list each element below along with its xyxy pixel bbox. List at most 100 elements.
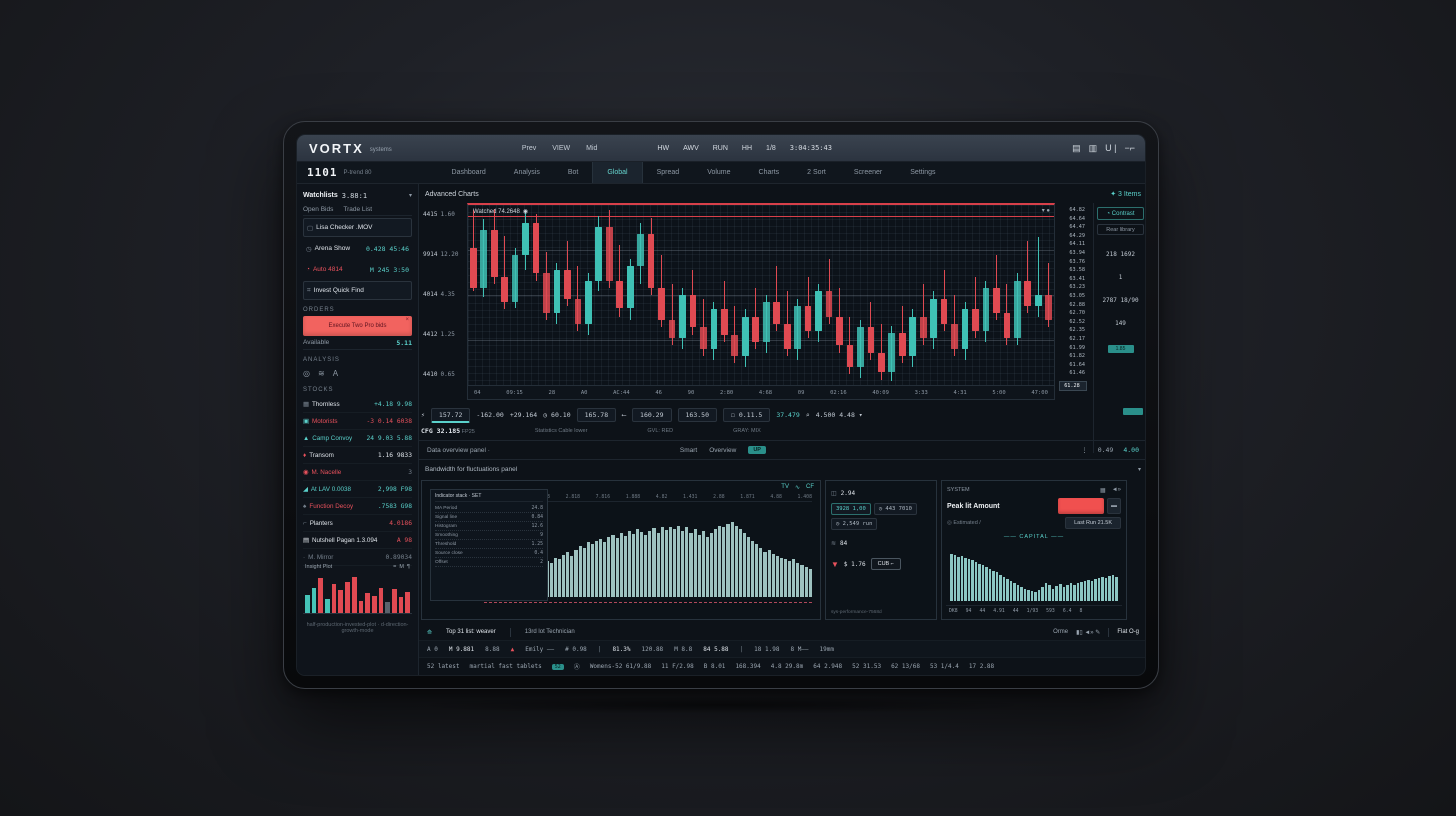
detail-chip[interactable]: 52 bbox=[551, 663, 564, 670]
volume-profile-chart[interactable] bbox=[484, 503, 812, 597]
toolbar-button[interactable]: +29.164 bbox=[509, 411, 538, 419]
detail-chip[interactable]: Womens-52 61/9.88 bbox=[589, 663, 652, 670]
nav-tab[interactable]: Dashboard bbox=[451, 169, 486, 176]
funnel-icon[interactable]: ▼ bbox=[831, 559, 839, 569]
toolbar-button[interactable]: 157.72 bbox=[430, 407, 471, 423]
stat-chip[interactable]: Emily —— bbox=[525, 645, 555, 653]
top-right-item[interactable]: 1/8 bbox=[766, 144, 776, 152]
stock-row[interactable]: ⌐ Planters 4.0186 bbox=[303, 515, 412, 532]
system-tool-icon[interactable]: ▦ bbox=[1100, 487, 1106, 494]
contrast-button[interactable]: ◔ Contrast bbox=[1097, 207, 1144, 220]
last-run-button[interactable]: Last Run 21.5K bbox=[1065, 517, 1121, 529]
spark-icon[interactable]: ⟰ bbox=[427, 629, 433, 636]
candlestick-panel[interactable]: Watched 74.2648 ◉ ▾ ● 04 09:15 28 A0 AC:44 46… bbox=[467, 203, 1055, 400]
toolbar-button[interactable]: 163.50 bbox=[677, 408, 717, 422]
stock-row[interactable]: ▲ Camp Convoy 24 9.03 5.88 bbox=[303, 430, 412, 447]
toolbar-button[interactable]: 37.479 bbox=[776, 411, 800, 419]
watchlist-tab[interactable]: Open Bids bbox=[303, 205, 334, 213]
top-menu-item[interactable]: VIEW bbox=[552, 144, 571, 152]
bottom-title-1[interactable]: Top 31 list: weaver bbox=[446, 629, 496, 635]
stat-chip[interactable]: M 9.881 bbox=[448, 645, 475, 653]
indicator-legend-box[interactable]: Indicator stack · SET MA Period 24.8 Si bbox=[430, 489, 548, 601]
top-right-item[interactable]: AWV bbox=[683, 144, 699, 152]
watch-row[interactable]: ⌗ Invest Quick Find bbox=[303, 281, 412, 300]
analysis-tool-icon[interactable]: ≋ bbox=[317, 368, 325, 378]
candlestick-plot[interactable] bbox=[468, 205, 1054, 385]
stat-chip[interactable]: A 0 bbox=[427, 645, 438, 653]
stock-row[interactable]: ♠ Function Decoy .7583 G98 bbox=[303, 498, 412, 515]
system-tool-icon[interactable]: ◄» bbox=[1111, 486, 1121, 493]
user-icon[interactable]: U | bbox=[1105, 142, 1117, 153]
nav-tab[interactable]: Settings bbox=[910, 169, 936, 176]
stat-chip[interactable]: # 0.98 bbox=[565, 645, 587, 653]
kebab-icon[interactable]: ⋮ bbox=[1081, 447, 1088, 454]
panel-tool-icon[interactable]: ∿ bbox=[794, 485, 800, 491]
detail-chip[interactable]: 52 latest bbox=[427, 663, 460, 670]
mid-button-2[interactable]: ◷ 443 7010 bbox=[873, 503, 917, 515]
detail-chip[interactable]: 168.394 bbox=[735, 663, 761, 670]
stat-chip[interactable]: | bbox=[597, 645, 602, 653]
collapse-button[interactable]: ▬ bbox=[1107, 498, 1121, 514]
toolbar-button[interactable]: ⟵ bbox=[622, 411, 627, 419]
status-overview[interactable]: Overview bbox=[709, 446, 737, 454]
nav-tab[interactable]: Volume bbox=[707, 169, 731, 176]
stat-chip[interactable]: 18 1.98 bbox=[754, 645, 780, 653]
chevron-down-icon[interactable]: ▾ bbox=[408, 193, 412, 199]
top-menu-item[interactable]: Prev bbox=[521, 144, 537, 152]
eye-icon[interactable]: ◉ bbox=[522, 209, 529, 215]
detail-chip[interactable]: B 8.01 bbox=[703, 663, 726, 670]
nav-tab[interactable]: Screener bbox=[853, 169, 883, 176]
analysis-tool-icon[interactable]: А bbox=[332, 368, 339, 378]
detail-chip[interactable]: 53 1/4.4 bbox=[929, 663, 959, 670]
toolbar-button[interactable]: ⚡ bbox=[421, 411, 425, 419]
stat-chip[interactable]: 8.88 bbox=[485, 645, 500, 653]
minimize-icon[interactable]: −⌐ bbox=[1124, 142, 1135, 153]
columns-icon[interactable]: ▥ bbox=[1088, 142, 1098, 153]
top-right-item[interactable]: HH bbox=[741, 144, 753, 152]
watchlist-tab[interactable]: Trade List bbox=[343, 205, 373, 213]
panel-tool-icon[interactable]: TV bbox=[781, 484, 789, 490]
detail-chip[interactable]: 4.8 29.8m bbox=[770, 663, 804, 670]
toolbar-button[interactable]: ◷ 60.10 bbox=[543, 411, 571, 419]
toolbar-teal-badge[interactable] bbox=[1123, 408, 1143, 415]
stock-row[interactable]: ▣ Motorists -3 0.14 6038 bbox=[303, 413, 412, 430]
nav-tab[interactable]: Spread bbox=[656, 169, 680, 176]
analysis-tool-icon[interactable]: ◎ bbox=[303, 368, 310, 378]
mid-button-1[interactable]: 3928 1,00 bbox=[831, 503, 871, 515]
status-smart[interactable]: Smart bbox=[679, 446, 698, 454]
nav-tab[interactable]: Bot bbox=[567, 169, 579, 176]
top-right-item[interactable]: HW bbox=[657, 144, 670, 152]
nav-tab[interactable]: 2 Sort bbox=[807, 169, 826, 176]
fluctuation-panel[interactable]: TV∿CF 1.0034.888082.8187.8161.8884.821.4… bbox=[421, 480, 821, 620]
mid-button-3[interactable]: ◷ 2,549 run bbox=[831, 518, 878, 530]
stat-chip[interactable]: 8 M—— bbox=[790, 645, 809, 653]
bottom-title-2[interactable]: 13rd lot Technician bbox=[524, 629, 575, 635]
mixer-icons[interactable]: ▮▯ ◄» ✎ bbox=[1076, 629, 1101, 636]
toolbar-button[interactable]: ⌕ bbox=[805, 411, 810, 419]
stock-row[interactable]: ▦ Thornless +4.18 9.98 bbox=[303, 396, 412, 413]
detail-chip[interactable]: 64 2.948 bbox=[813, 663, 843, 670]
cub-button[interactable]: CUB ⌐ bbox=[870, 558, 901, 570]
stat-chip[interactable]: ▲ bbox=[510, 645, 515, 653]
watch-row[interactable]: ◷ Arena Show 0.428 45:46 bbox=[303, 239, 412, 258]
toolbar-button[interactable]: 4.500 4.48 ▾ bbox=[815, 411, 863, 419]
watch-row[interactable]: ◔ Auto 4814 M 245 3:50 bbox=[303, 260, 412, 279]
detail-chip[interactable]: 11 F/2.98 bbox=[661, 663, 694, 670]
detail-chip[interactable]: 62 13/68 bbox=[891, 663, 920, 670]
chevron-down-icon[interactable]: ▾ bbox=[1137, 467, 1141, 473]
stat-chip[interactable]: 120.88 bbox=[641, 645, 664, 653]
detail-chip[interactable]: martial fast tablets bbox=[469, 663, 542, 670]
rear-library-button[interactable]: Rear library bbox=[1097, 224, 1144, 235]
nav-tab[interactable]: Charts bbox=[758, 169, 780, 176]
toolbar-button[interactable]: 160.29 bbox=[632, 408, 672, 422]
detail-chip[interactable]: 17 2.88 bbox=[968, 663, 995, 670]
watch-row[interactable]: ▢ Lisa Checker .MOV bbox=[303, 218, 412, 237]
grid-icon[interactable]: ▤ bbox=[1072, 142, 1081, 153]
top-right-item[interactable]: RUN bbox=[712, 144, 728, 152]
stock-row[interactable]: ▤ Nutshell Pagan 1.3.094 A 98 bbox=[303, 532, 412, 549]
plot-corner-icons[interactable]: ▾ ● bbox=[1041, 208, 1050, 214]
toolbar-button[interactable]: ☐ 0.11.5 bbox=[723, 408, 771, 422]
stock-row[interactable]: ♦ Transom 1.16 9833 bbox=[303, 447, 412, 464]
stat-chip[interactable]: 19mm bbox=[819, 645, 834, 653]
stat-chip[interactable]: 84 5.88 bbox=[703, 645, 729, 653]
